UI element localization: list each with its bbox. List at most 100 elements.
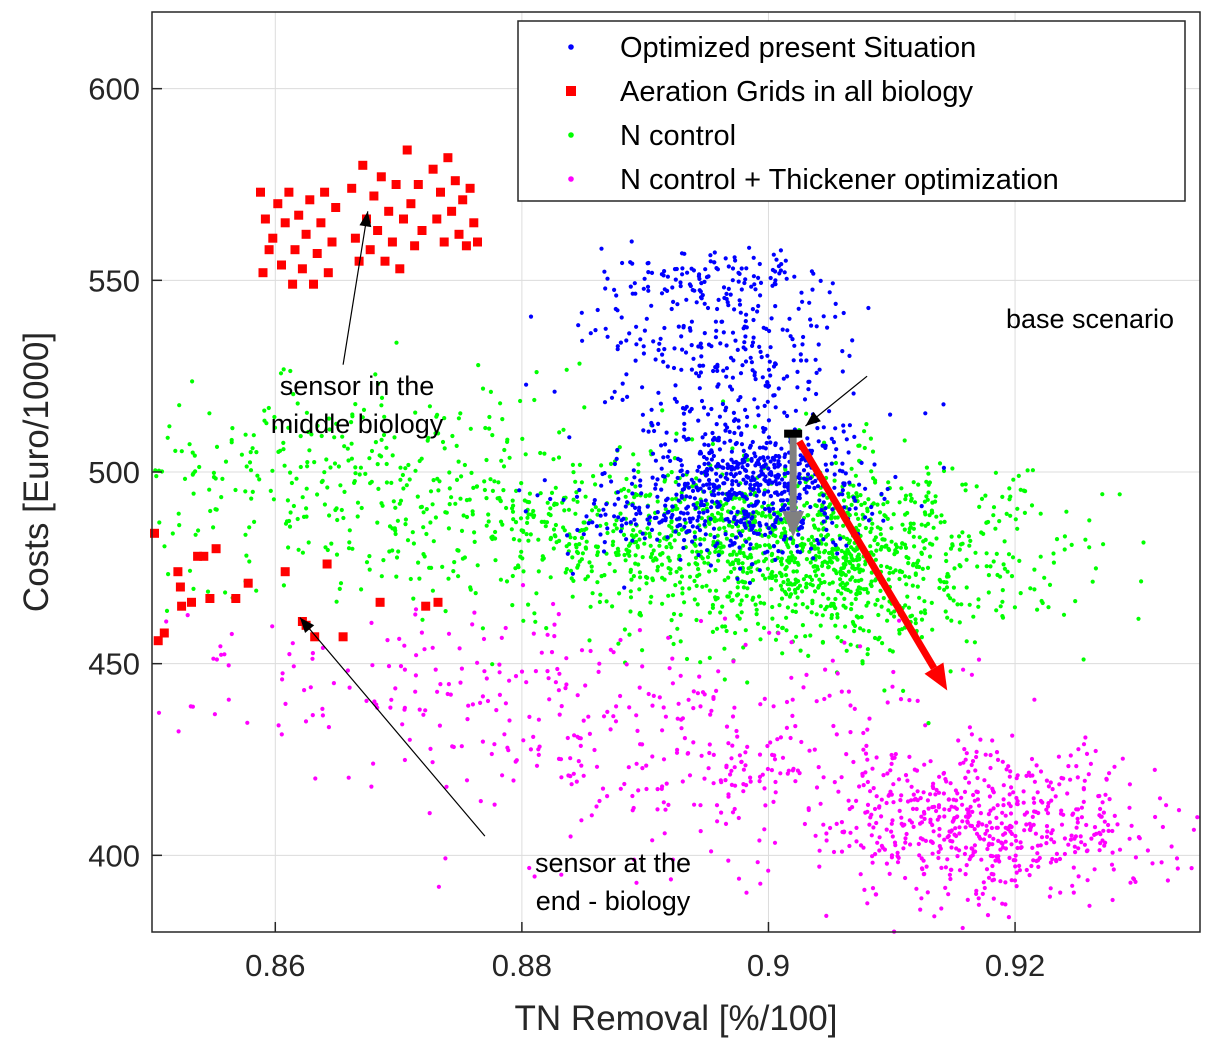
n-control-thickener-optimization-point bbox=[831, 849, 837, 855]
optimized-present-situation-point bbox=[833, 314, 838, 319]
optimized-present-situation-point bbox=[687, 409, 693, 414]
optimized-present-situation-point bbox=[565, 551, 570, 556]
n-control-thickener-optimization-point bbox=[1092, 867, 1097, 872]
optimized-present-situation-point bbox=[750, 340, 756, 345]
optimized-present-situation-point bbox=[697, 288, 702, 293]
n-control-point bbox=[669, 470, 674, 475]
n-control-thickener-optimization-point bbox=[1039, 835, 1045, 840]
n-control-point bbox=[650, 576, 655, 581]
n-control-point bbox=[575, 565, 580, 570]
optimized-present-situation-point bbox=[919, 504, 924, 509]
n-control-thickener-optimization-point bbox=[1052, 840, 1057, 845]
optimized-present-situation-point bbox=[704, 275, 710, 280]
n-control-thickener-optimization-point bbox=[848, 730, 853, 735]
optimized-present-situation-point bbox=[588, 331, 593, 336]
n-control-thickener-optimization-point bbox=[557, 712, 562, 717]
n-control-point bbox=[877, 510, 883, 515]
n-control-thickener-optimization-point bbox=[1007, 792, 1012, 797]
n-control-point bbox=[841, 603, 846, 608]
n-control-thickener-optimization-point bbox=[948, 876, 953, 882]
n-control-thickener-optimization-point bbox=[385, 638, 390, 643]
n-control-point bbox=[207, 487, 212, 492]
n-control-point bbox=[865, 590, 870, 595]
n-control-thickener-optimization-point bbox=[933, 792, 938, 797]
n-control-point bbox=[1139, 579, 1144, 584]
n-control-point bbox=[783, 467, 788, 472]
optimized-present-situation-point bbox=[773, 557, 778, 563]
n-control-point bbox=[666, 555, 671, 560]
n-control-thickener-optimization-point bbox=[660, 728, 665, 733]
n-control-thickener-optimization-point bbox=[1117, 847, 1123, 852]
n-control-thickener-optimization-point bbox=[566, 773, 571, 778]
n-control-thickener-optimization-point bbox=[1045, 829, 1050, 834]
optimized-present-situation-point bbox=[832, 485, 837, 490]
n-control-thickener-optimization-point bbox=[1145, 848, 1150, 853]
optimized-present-situation-point bbox=[668, 458, 673, 463]
n-control-thickener-optimization-point bbox=[393, 686, 398, 691]
n-control-thickener-optimization-point bbox=[942, 807, 947, 812]
n-control-thickener-optimization-point bbox=[218, 644, 223, 649]
n-control-point bbox=[979, 496, 985, 501]
n-control-thickener-optimization-point bbox=[579, 648, 585, 653]
n-control-thickener-optimization-point bbox=[985, 846, 990, 852]
n-control-thickener-optimization-point bbox=[1112, 764, 1117, 769]
aeration-grids-in-all-biology-point bbox=[450, 176, 460, 186]
n-control-thickener-optimization-point bbox=[1072, 836, 1077, 841]
n-control-point bbox=[193, 532, 198, 537]
n-control-thickener-optimization-point bbox=[1024, 810, 1030, 815]
n-control-point bbox=[902, 527, 907, 532]
n-control-point bbox=[693, 555, 699, 560]
n-control-thickener-optimization-point bbox=[691, 689, 696, 694]
n-control-thickener-optimization-point bbox=[789, 640, 794, 645]
optimized-present-situation-point bbox=[778, 248, 784, 253]
optimized-present-situation-point bbox=[699, 345, 704, 350]
optimized-present-situation-point bbox=[664, 498, 669, 503]
n-control-point bbox=[623, 558, 628, 563]
n-control-thickener-optimization-point bbox=[568, 756, 573, 761]
n-control-point bbox=[833, 606, 838, 611]
optimized-present-situation-point bbox=[721, 481, 726, 486]
n-control-thickener-optimization-point bbox=[670, 656, 675, 661]
n-control-thickener-optimization-point bbox=[744, 783, 749, 788]
n-control-thickener-optimization-point bbox=[527, 865, 532, 871]
n-control-point bbox=[1051, 560, 1056, 565]
optimized-present-situation-point bbox=[592, 498, 597, 503]
n-control-point bbox=[875, 597, 880, 603]
optimized-present-situation-point bbox=[723, 428, 728, 433]
n-control-point bbox=[800, 589, 805, 594]
n-control-point bbox=[686, 562, 692, 567]
n-control-point bbox=[533, 619, 538, 624]
n-control-thickener-optimization-point bbox=[889, 829, 894, 834]
n-control-point bbox=[797, 583, 803, 588]
n-control-thickener-optimization-point bbox=[702, 776, 707, 781]
n-control-point bbox=[243, 489, 248, 494]
n-control-point bbox=[312, 460, 317, 465]
n-control-thickener-optimization-point bbox=[1046, 784, 1051, 789]
n-control-point bbox=[757, 594, 762, 599]
n-control-thickener-optimization-point bbox=[711, 695, 716, 700]
optimized-present-situation-point bbox=[714, 422, 719, 427]
n-control-point bbox=[777, 512, 783, 517]
optimized-present-situation-point bbox=[782, 471, 787, 476]
optimized-present-situation-point bbox=[738, 395, 743, 400]
n-control-point bbox=[897, 628, 902, 633]
optimized-present-situation-point bbox=[720, 319, 725, 324]
n-control-point bbox=[911, 534, 916, 539]
n-control-thickener-optimization-point bbox=[597, 661, 602, 666]
optimized-present-situation-point bbox=[734, 465, 739, 470]
n-control-thickener-optimization-point bbox=[861, 730, 866, 736]
n-control-point bbox=[355, 500, 361, 505]
n-control-point bbox=[353, 471, 358, 476]
n-control-point bbox=[631, 535, 636, 540]
optimized-present-situation-point bbox=[751, 335, 756, 340]
n-control-point bbox=[247, 525, 252, 530]
optimized-present-situation-point bbox=[645, 261, 650, 266]
optimized-present-situation-point bbox=[704, 482, 709, 487]
n-control-point bbox=[480, 626, 485, 631]
optimized-present-situation-point bbox=[699, 499, 704, 504]
optimized-present-situation-point bbox=[797, 496, 802, 501]
optimized-present-situation-point bbox=[690, 524, 695, 529]
n-control-point bbox=[416, 560, 421, 565]
n-control-thickener-optimization-point bbox=[692, 802, 697, 807]
